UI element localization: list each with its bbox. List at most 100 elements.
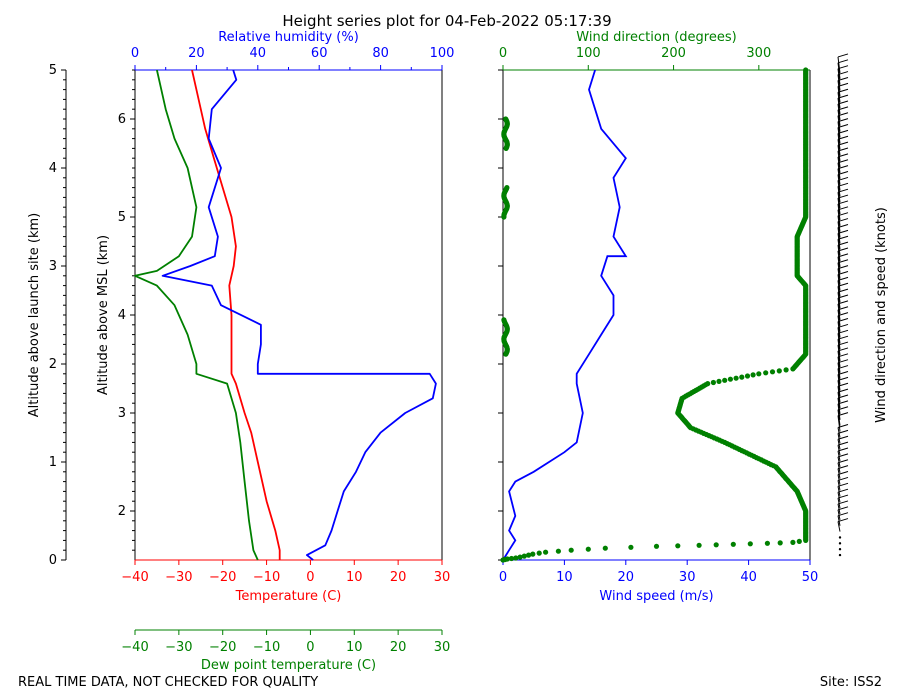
winddir-point	[744, 373, 751, 379]
temp-tick-label: 10	[346, 570, 363, 585]
wind-barb	[837, 380, 841, 397]
winddir-point	[739, 374, 745, 380]
winddir-point	[803, 67, 809, 73]
wind-barb-flag	[837, 471, 849, 476]
wind-barb	[837, 121, 841, 138]
winddir-point	[602, 545, 608, 551]
wind-barb	[837, 392, 841, 409]
dew-tick-label: −20	[209, 640, 236, 655]
rh-line	[161, 69, 437, 561]
dew-tick-label: 10	[346, 640, 363, 655]
msl-tick-label: 3	[118, 406, 126, 421]
wind-barb-calm	[838, 536, 842, 539]
winddir-point	[722, 377, 728, 383]
footer-left: REAL TIME DATA, NOT CHECKED FOR QUALITY	[18, 675, 318, 690]
temp-tick-label: −10	[253, 570, 280, 585]
winddir-point	[713, 542, 719, 548]
wind-barb-calm	[838, 548, 842, 551]
wind-barb	[837, 497, 841, 509]
winddir-tick-label: 100	[576, 46, 601, 61]
temp-tick-label: −40	[121, 570, 148, 585]
wind-barb	[837, 503, 841, 515]
winddir-point	[501, 317, 507, 323]
wind-barb	[837, 415, 841, 432]
winddir-point	[568, 547, 574, 553]
wind-barb	[837, 250, 841, 268]
wind-barb	[837, 227, 841, 244]
left-panel: 0 1 2 3 4 5 Altitude above launch site (km) 2 3 4…	[27, 30, 454, 673]
winddir-point	[536, 550, 542, 556]
rh-tick-label: 100	[430, 46, 455, 61]
wind-barb	[837, 344, 841, 362]
wind-barb	[837, 403, 841, 420]
dew-tick-label: 20	[390, 640, 407, 655]
temp-tick-label: 20	[390, 570, 407, 585]
wind-barb	[837, 145, 841, 162]
wind-barb	[837, 445, 841, 456]
wind-barb	[837, 492, 841, 503]
wind-barb	[837, 74, 841, 91]
winddir-point	[716, 378, 722, 384]
winddir-point	[504, 556, 510, 562]
wind-barb-flag	[837, 441, 849, 446]
temp-tick-label: 30	[434, 570, 451, 585]
winddir-point	[750, 372, 756, 378]
wind-barb	[837, 521, 841, 532]
windspeed-tick-label: 30	[679, 570, 696, 585]
wind-barb	[837, 321, 841, 338]
windspeed-tick-label: 20	[618, 570, 635, 585]
dew-tick-label: −30	[165, 640, 192, 655]
windspeed-line	[502, 69, 628, 561]
wind-barb	[837, 409, 841, 426]
wind-barb	[837, 168, 841, 185]
winddir-point	[696, 542, 702, 548]
wind-barb	[837, 450, 841, 462]
winddir-point	[777, 540, 783, 546]
winddir-point	[783, 367, 789, 373]
wind-barb	[837, 192, 841, 209]
chart-title: Height series plot for 04-Feb-2022 05:17…	[282, 12, 611, 30]
wind-barb	[837, 92, 841, 109]
wind-barb-flag	[837, 453, 849, 458]
wind-barb-calm	[838, 553, 842, 557]
windspeed-tick-label: 10	[556, 570, 573, 585]
winddir-point	[503, 116, 509, 122]
wind-barb	[837, 245, 841, 262]
dew-tick-label: 30	[434, 640, 451, 655]
rh-tick-label: 40	[250, 46, 267, 61]
wind-barb-flag	[837, 476, 849, 481]
winddir-point	[513, 555, 519, 561]
wind-barb-flag	[837, 512, 849, 517]
winddir-point	[764, 540, 771, 546]
msl-tick-label: 6	[118, 112, 126, 127]
wind-barb	[837, 115, 841, 132]
launch-tick-label: 2	[49, 357, 57, 372]
winddir-point	[756, 371, 762, 377]
winddir-point	[585, 546, 591, 552]
winddir-axis-label: Wind direction (degrees)	[576, 30, 736, 45]
wind-barb	[837, 268, 841, 285]
wind-barb	[837, 133, 841, 150]
launch-tick-label: 5	[49, 63, 57, 78]
winddir-point	[508, 555, 515, 562]
wind-barb	[837, 462, 841, 473]
winddir-point	[628, 544, 634, 550]
wind-barbs	[837, 53, 849, 557]
winddir-trace	[500, 67, 809, 563]
winddir-point	[653, 543, 660, 549]
wind-barb-flag	[837, 53, 849, 58]
launch-tick-label: 0	[49, 553, 57, 568]
winddir-point	[504, 185, 510, 191]
dew-tick-label: 0	[306, 640, 314, 655]
wind-barb	[837, 186, 841, 203]
wind-barb-calm	[838, 542, 842, 545]
wind-barb	[837, 180, 841, 197]
winddir-point	[710, 379, 717, 386]
rh-tick-label: 0	[131, 46, 139, 61]
winddir-point	[526, 552, 532, 558]
temperature-line	[191, 69, 281, 560]
wind-barb	[837, 427, 841, 438]
temp-tick-label: −30	[165, 570, 192, 585]
winddir-point	[543, 549, 549, 555]
